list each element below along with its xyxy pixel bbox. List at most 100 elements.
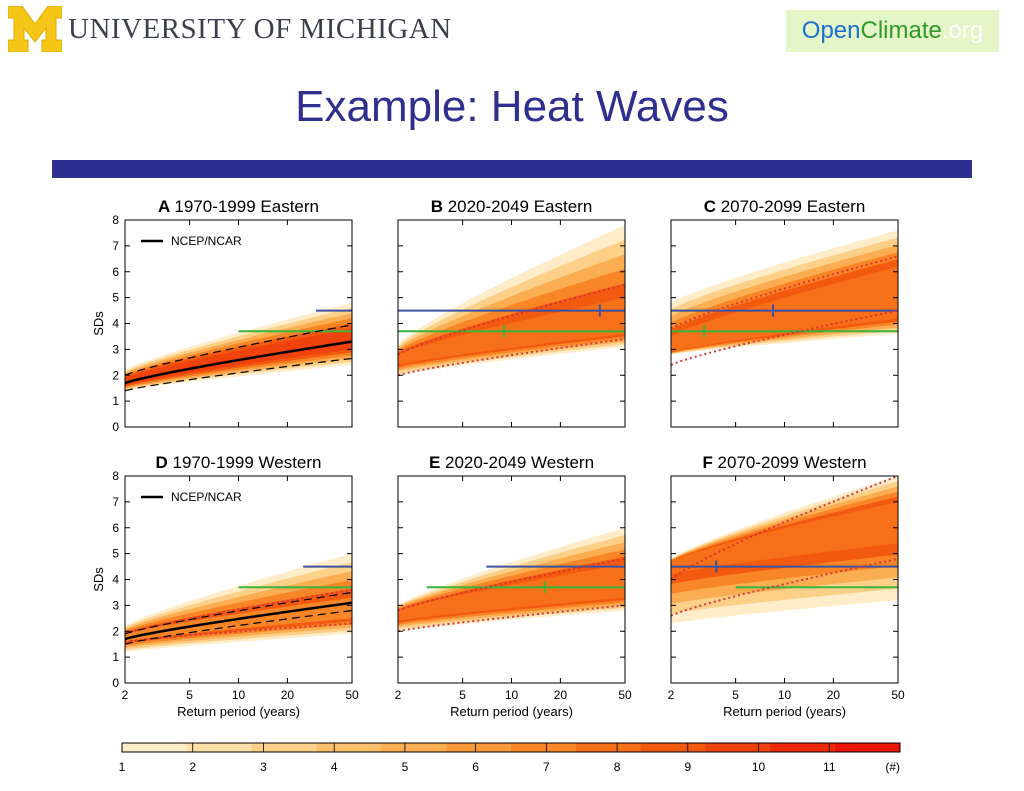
- y-tick-label: 2: [112, 624, 119, 638]
- chart-title: D 1970-1999 Western: [155, 453, 321, 472]
- chart-title: E 2020-2049 Western: [429, 453, 594, 472]
- openclimate-logo: Open Climate .org: [786, 10, 999, 52]
- colorbar-label: 1: [119, 760, 126, 774]
- x-tick-label: 50: [345, 688, 359, 702]
- dotted-model-line: [671, 557, 898, 617]
- x-tick-label: 2: [668, 688, 675, 702]
- chart-plot-area: [398, 225, 625, 377]
- y-tick-label: 8: [112, 469, 119, 483]
- x-tick-label: 10: [232, 688, 246, 702]
- chart-panel-c: C 2070-2099 Eastern: [670, 197, 899, 428]
- chart-panel-letter: F: [702, 453, 717, 472]
- y-tick-label: 0: [112, 676, 119, 690]
- colorbar-label: 5: [402, 760, 409, 774]
- colorbar-segment: [640, 743, 706, 752]
- chart-panel-letter: E: [429, 453, 445, 472]
- colorbar-segment: [511, 743, 577, 752]
- y-tick-label: 7: [112, 239, 119, 253]
- chart-plot-area: [671, 476, 898, 624]
- x-tick-label: 20: [827, 688, 841, 702]
- chart-plot-area: [125, 553, 352, 652]
- colorbar-segment: [251, 743, 317, 752]
- y-tick-label: 3: [112, 342, 119, 356]
- chart-panel-letter: A: [158, 197, 174, 216]
- chart-panel-d: 0 1 2 3 4 5 6 7 8 2 5 10 20 50 D 1970-1999 Western SDs R…: [91, 453, 359, 719]
- chart-panel-b: B 2020-2049 Eastern: [397, 197, 626, 428]
- y-tick-label: 6: [112, 265, 119, 279]
- x-tick-label: 10: [505, 688, 519, 702]
- chart-panel-letter: D: [155, 453, 172, 472]
- chart-title: F 2070-2099 Western: [702, 453, 866, 472]
- colorbar-label: 10: [752, 760, 766, 774]
- colorbar: 1 2 3 4 5 6 7 8 9 10 11 (#): [119, 742, 901, 774]
- x-tick-label: 20: [281, 688, 295, 702]
- dotted-model-line: [671, 255, 898, 330]
- chart-panel-e: 2 5 10 20 50 E 2020-2049 Western Return period…: [395, 453, 632, 719]
- colorbar-label: 3: [260, 760, 267, 774]
- chart-title: A 1970-1999 Eastern: [158, 197, 319, 216]
- colorbar-segment: [705, 743, 771, 752]
- openclimate-logo-part1: Open: [801, 17, 861, 44]
- chart-title-text: 2020-2049 Western: [445, 453, 594, 472]
- y-tick-label: 7: [112, 495, 119, 509]
- legend-label: NCEP/NCAR: [171, 234, 242, 248]
- y-tick-label: 1: [112, 650, 119, 664]
- observed-line: [125, 601, 352, 641]
- y-axis-label: SDs: [91, 567, 106, 592]
- chart-title: C 2070-2099 Eastern: [704, 197, 866, 216]
- university-logo: UNIVERSITY OF MICHIGAN: [8, 5, 452, 53]
- openclimate-logo-part3: .org: [941, 17, 984, 44]
- colorbar-segment: [122, 743, 188, 752]
- university-wordmark: UNIVERSITY OF MICHIGAN: [68, 12, 452, 45]
- chart-plot-area: [125, 302, 352, 392]
- observed-line: [125, 340, 352, 385]
- y-tick-label: 5: [112, 547, 119, 561]
- colorbar-segment: [316, 743, 382, 752]
- chart-panel-a: 0 1 2 3 4 5 6 7 8 A 1970-1999 Eastern SDs NCEP/NCAR: [91, 197, 353, 434]
- chart-title-text: 2020-2049 Eastern: [448, 197, 593, 216]
- colorbar-segment: [381, 743, 447, 752]
- colorbar-label: 7: [543, 760, 550, 774]
- title-divider-bar: [52, 160, 972, 178]
- y-axis-label: SDs: [91, 311, 106, 336]
- x-tick-label: 50: [891, 688, 905, 702]
- y-tick-label: 6: [112, 521, 119, 535]
- block-m-icon: [8, 6, 62, 52]
- legend-label: NCEP/NCAR: [171, 490, 242, 504]
- x-tick-label: 20: [554, 688, 568, 702]
- x-axis-label: Return period (years): [723, 704, 846, 719]
- x-tick-label: 2: [395, 688, 402, 702]
- colorbar-label: 11: [823, 760, 836, 774]
- y-tick-label: 5: [112, 291, 119, 305]
- dotted-model-line: [398, 604, 625, 633]
- chart-plot-area: [671, 230, 898, 366]
- chart-title-text: 1970-1999 Western: [172, 453, 321, 472]
- colorbar-label: 9: [684, 760, 691, 774]
- y-tick-label: 8: [112, 213, 119, 227]
- x-axis-label: Return period (years): [450, 704, 573, 719]
- dotted-model-line: [125, 588, 352, 635]
- x-tick-label: 50: [618, 688, 632, 702]
- x-tick-label: 5: [732, 688, 739, 702]
- colorbar-segment: [835, 743, 901, 752]
- chart-panel-f: 2 5 10 20 50 F 2070-2099 Western Return period…: [668, 453, 905, 719]
- y-tick-label: 2: [112, 368, 119, 382]
- chart-title: B 2020-2049 Eastern: [431, 197, 593, 216]
- openclimate-logo-part2: Climate: [860, 17, 942, 44]
- y-tick-label: 3: [112, 598, 119, 612]
- chart-panel-letter: B: [431, 197, 448, 216]
- colorbar-segment: [575, 743, 642, 752]
- observed-upper-bound: [125, 324, 352, 376]
- colorbar-segment: [186, 743, 253, 752]
- colorbar-segment: [770, 743, 836, 752]
- chart-plot-area: [398, 527, 625, 633]
- x-axis-label: Return period (years): [177, 704, 300, 719]
- dotted-model-line: [398, 338, 625, 377]
- x-tick-label: 5: [186, 688, 193, 702]
- y-tick-label: 4: [112, 317, 119, 331]
- x-tick-label: 5: [459, 688, 466, 702]
- colorbar-label: 6: [472, 760, 479, 774]
- chart-panel-letter: C: [704, 197, 721, 216]
- colorbar-label: 4: [331, 760, 338, 774]
